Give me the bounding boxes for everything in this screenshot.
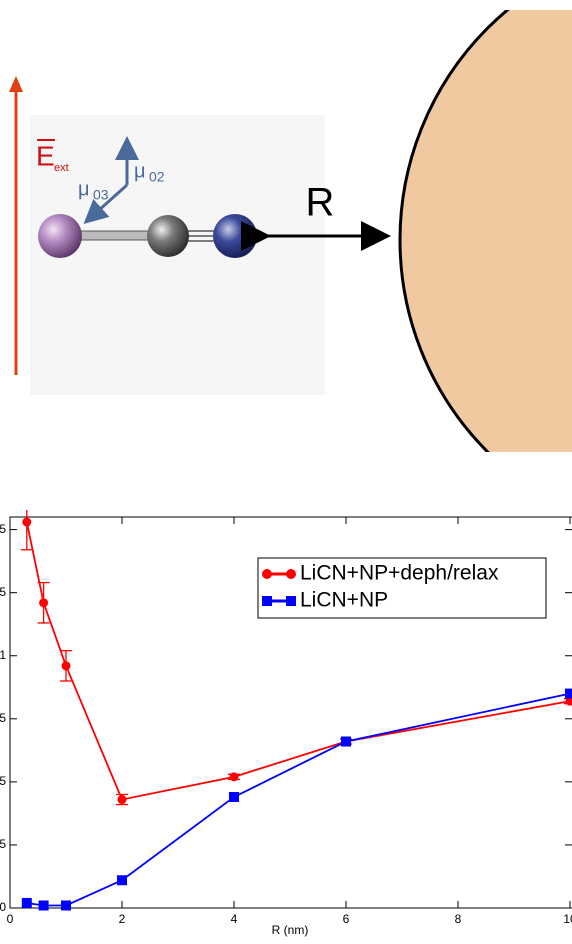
legend-marker <box>286 569 296 579</box>
plot-area <box>21 494 572 910</box>
dipole-03-subscript: 03 <box>93 187 109 203</box>
chart: 0 0.25 0.5 0.75 1 1.25 1.5 0 2 4 6 8 10 R (nm) LiCN+NP… <box>0 494 572 937</box>
y-tick-label: 0.25 <box>0 837 6 851</box>
nanoparticle <box>400 0 572 540</box>
figure: E ext μ 03 μ 02 R 00.250.50.7511.251.502… <box>0 0 572 944</box>
x-axis-label: R (nm) <box>272 923 309 937</box>
dipole-02-symbol: μ <box>134 160 146 182</box>
diagram: E ext μ 03 μ 02 R <box>9 0 572 540</box>
point <box>341 737 351 747</box>
point <box>39 900 49 910</box>
x-tick-label: 10 <box>563 912 572 926</box>
legend-marker <box>262 596 272 606</box>
field-subscript: ext <box>54 162 69 174</box>
point <box>230 772 239 781</box>
y-tick-label: 0 <box>0 900 6 914</box>
point <box>39 598 48 607</box>
li-atom <box>38 214 82 258</box>
field-label: E <box>36 140 55 171</box>
legend-marker <box>286 596 296 606</box>
dipole-03-symbol: μ <box>78 178 90 200</box>
x-tick-label: 2 <box>119 912 126 926</box>
legend-label: LiCN+NP+deph/relax <box>300 562 499 585</box>
x-tick-label: 8 <box>455 912 462 926</box>
x-tick-label: 4 <box>231 912 238 926</box>
backdrop <box>30 115 325 395</box>
field-arrowhead <box>9 76 23 92</box>
y-tick-label: 1 <box>0 648 6 662</box>
series-line <box>27 694 570 906</box>
x-tick-label: 0 <box>7 912 14 926</box>
y-tick-label: 1.25 <box>0 585 6 599</box>
point <box>22 518 31 527</box>
point <box>117 875 127 885</box>
point <box>565 689 572 699</box>
y-tick-label: 1.5 <box>0 522 6 536</box>
point <box>22 898 32 908</box>
bond <box>75 231 155 240</box>
c-atom <box>147 215 189 257</box>
y-tick-label: 0.75 <box>0 711 6 725</box>
point <box>118 795 127 804</box>
legend-marker <box>262 569 272 579</box>
distance-label: R <box>306 181 335 225</box>
legend-label: LiCN+NP <box>300 589 388 612</box>
y-tick-label: 0.5 <box>0 774 6 788</box>
dipole-02-subscript: 02 <box>149 169 165 185</box>
point <box>62 661 71 670</box>
point <box>229 792 239 802</box>
x-tick-label: 6 <box>343 912 350 926</box>
n-atom <box>213 214 257 258</box>
point <box>61 900 71 910</box>
